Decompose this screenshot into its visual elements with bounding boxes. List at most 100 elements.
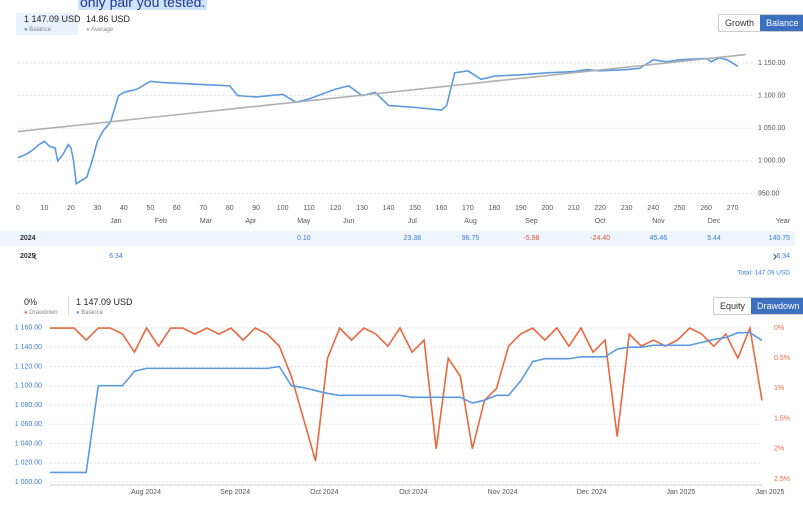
value: 1 147.09 USD — [24, 14, 81, 24]
divider — [68, 296, 69, 316]
value: 0% — [24, 297, 38, 307]
legend-label: Drawdown — [29, 310, 58, 316]
x-tick-label: Oct 2024 — [310, 489, 339, 496]
legend-label: Balance — [29, 27, 51, 33]
month-label: Nov — [652, 218, 665, 225]
year-total: 6.34 — [776, 253, 790, 260]
x-tick-label: 130 — [356, 205, 368, 212]
y-tick-label: 950.00 — [758, 190, 780, 197]
month-label: Oct — [595, 218, 606, 225]
y2-tick-label: 0.5% — [774, 355, 790, 362]
y-tick-label: 1 080.00 — [15, 402, 42, 409]
x-tick-label: Aug 2024 — [131, 489, 161, 496]
x-tick-label: 60 — [173, 205, 181, 212]
y-tick-label: 1 100.00 — [15, 383, 42, 390]
row-label: 2025 — [20, 253, 36, 260]
row-band — [0, 231, 795, 246]
x-tick-label: 80 — [226, 205, 234, 212]
header-balance: 1 147.09 USD ● Balance — [24, 15, 81, 35]
legend-label: ● — [24, 310, 30, 316]
legend-label: ● — [86, 27, 91, 33]
y2-tick-label: 2% — [774, 446, 784, 453]
month-value: 5.44 — [707, 235, 721, 242]
x-tick-label: Dec 2024 — [577, 489, 607, 496]
month-label: Jul — [408, 218, 417, 225]
x-tick-label: 40 — [120, 205, 128, 212]
value: 14.86 USD — [86, 14, 131, 24]
button[interactable]: Balance — [760, 15, 803, 31]
y-tick-label: 1 050.00 — [758, 125, 785, 132]
month-value: 45.46 — [650, 235, 668, 242]
x-tick-label: 250 — [674, 205, 686, 212]
y-tick-label: 1 160.00 — [15, 325, 42, 332]
header-average: 14.86 USD ● Average — [86, 15, 130, 35]
x-tick-label: Oct 2024 — [399, 489, 428, 496]
x-tick-label: 30 — [93, 205, 101, 212]
x-tick-label: 190 — [515, 205, 527, 212]
x-tick-label: 240 — [647, 205, 659, 212]
x-tick-label: 140 — [383, 205, 395, 212]
y-tick-label: 1 040.00 — [15, 440, 42, 447]
month-value: 0.10 — [297, 235, 311, 242]
total: Total: 147.09 USD — [737, 270, 790, 277]
header-balance2: 1 147.09 USD ● Balance — [76, 298, 133, 318]
year-header: Year — [776, 218, 791, 225]
x-tick-label: 230 — [621, 205, 633, 212]
x-tick-label: Sep 2024 — [220, 489, 250, 496]
month-label: Feb — [155, 218, 167, 225]
y-tick-label: 1 150.00 — [758, 60, 785, 67]
month-label: Apr — [245, 218, 257, 225]
x-tick-label: 0 — [16, 205, 20, 212]
x-tick-label: Nov 2024 — [488, 489, 518, 496]
button[interactable]: Growth — [725, 18, 755, 28]
toggle: Growth Balance — [718, 14, 803, 32]
month-value: -24.40 — [590, 235, 610, 242]
month-label: Jun — [343, 218, 354, 225]
x-tick-label: 270 — [727, 205, 739, 212]
x-tick-label: 110 — [304, 205, 315, 212]
x-tick-label: Jan 2025 — [666, 489, 695, 496]
month-value: 23.38 — [404, 235, 422, 242]
line — [50, 331, 763, 474]
header-highlight — [16, 13, 78, 35]
y2-tick-label: 2.5% — [774, 476, 790, 483]
x-tick-label: 50 — [146, 205, 154, 212]
row-label: 2024 — [20, 235, 36, 242]
prev-arrow[interactable]: ‹ — [33, 248, 38, 264]
year-total: 140.75 — [769, 235, 791, 242]
y-tick-label: 1 060.00 — [15, 421, 42, 428]
x-tick-label: 260 — [700, 205, 712, 212]
x-tick-label: 180 — [489, 205, 501, 212]
header-drawdown: 0% ● Drawdown — [24, 298, 58, 318]
button[interactable]: Equity — [720, 301, 746, 311]
x-tick-label: 220 — [594, 205, 606, 212]
month-value: 96.75 — [462, 235, 480, 242]
y-tick-label: 1 100.00 — [758, 92, 785, 99]
month-label: Aug — [464, 218, 477, 225]
x-tick-label: Jan 2025 — [756, 489, 785, 496]
legend-label: Balance — [81, 310, 103, 316]
legend-label: ● — [24, 27, 30, 33]
month-value: 6.34 — [109, 253, 123, 260]
month-label: Dec — [708, 218, 721, 225]
x-tick-label: 70 — [199, 205, 207, 212]
x-tick-label: 170 — [462, 205, 474, 212]
x-tick-label: 10 — [41, 205, 49, 212]
line — [17, 56, 739, 186]
y-tick-label: 1 020.00 — [15, 460, 42, 467]
x-tick-label: 150 — [409, 205, 421, 212]
y-tick-label: 1 000.00 — [758, 158, 785, 165]
next-arrow[interactable]: › — [773, 248, 778, 264]
x-tick-label: 200 — [541, 205, 553, 212]
month-label: Sep — [525, 218, 538, 225]
y2-tick-label: 1% — [774, 385, 784, 392]
month-label: Jan — [110, 218, 121, 225]
month-value: -5.98 — [523, 235, 539, 242]
toggle: Equity Drawdown — [713, 297, 803, 315]
cropped-note: only pair you tested. — [78, 0, 208, 10]
value: 1 147.09 USD — [76, 297, 133, 307]
button[interactable]: Drawdown — [751, 298, 803, 314]
y2-tick-label: 1.5% — [774, 415, 790, 422]
y-tick-label: 1 140.00 — [15, 344, 42, 351]
